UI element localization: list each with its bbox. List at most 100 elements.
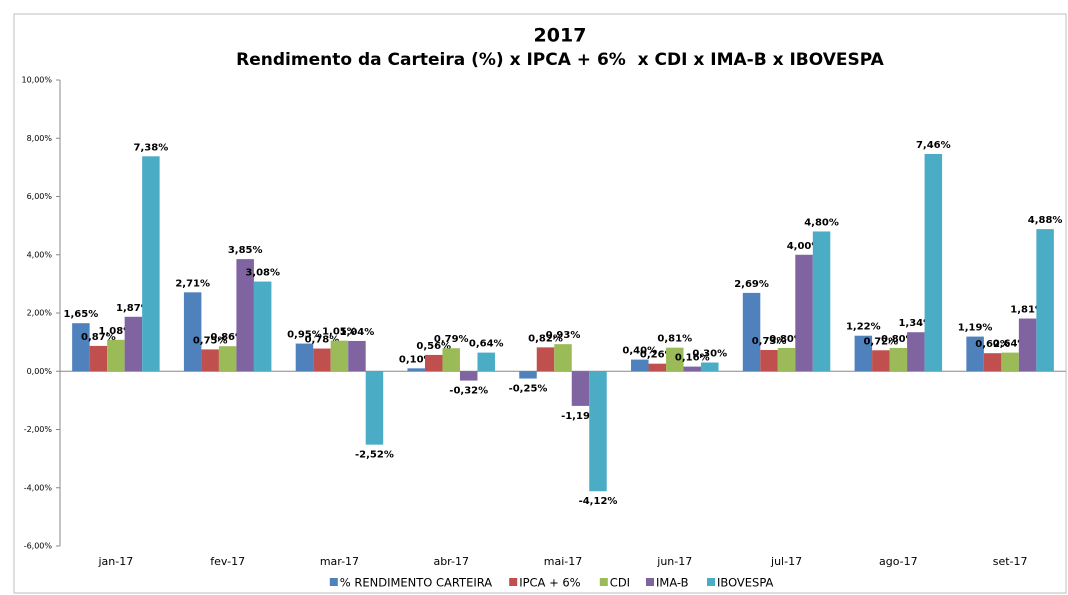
value-label: 1,19% xyxy=(958,323,993,334)
value-label: 2,71% xyxy=(175,278,210,289)
chart-subtitle: Rendimento da Carteira (%) x IPCA + 6% x… xyxy=(236,50,885,70)
bar xyxy=(107,339,125,372)
bar xyxy=(442,348,460,372)
bar xyxy=(459,371,478,381)
legend-label: IBOVESPA xyxy=(717,576,774,590)
value-label: 3,08% xyxy=(245,268,280,279)
chart-title: 2017 xyxy=(534,25,587,47)
y-tick-label: 0,00% xyxy=(27,367,53,376)
value-label: 1,05% xyxy=(322,327,357,338)
value-label: 0,62% xyxy=(975,339,1010,350)
bar xyxy=(742,292,761,372)
value-label: 0,73% xyxy=(752,336,787,347)
value-label: 2,69% xyxy=(734,279,769,290)
value-label: 7,38% xyxy=(134,142,169,153)
y-tick-label: -6,00% xyxy=(24,542,53,551)
x-tick-label: mai-17 xyxy=(544,555,582,568)
y-tick-label: 10,00% xyxy=(21,76,52,85)
value-label: 0,72% xyxy=(863,336,898,347)
y-tick-label: 8,00% xyxy=(27,134,53,143)
y-tick-label: -2,00% xyxy=(24,425,53,434)
bar xyxy=(795,254,813,372)
value-label: 0,86% xyxy=(210,332,245,343)
x-tick-label: jul-17 xyxy=(770,555,802,568)
bar xyxy=(1018,318,1037,372)
value-label: -1,19% xyxy=(561,411,600,422)
x-tick-label: ago-17 xyxy=(879,555,918,568)
value-label: 1,81% xyxy=(1010,305,1045,316)
y-tick-label: 6,00% xyxy=(27,192,53,201)
bar xyxy=(872,350,890,372)
bar xyxy=(889,347,908,372)
value-label: 1,22% xyxy=(846,322,881,333)
legend-swatch xyxy=(509,578,518,586)
value-label: 0,64% xyxy=(993,339,1028,350)
bar xyxy=(72,323,90,372)
bar xyxy=(666,347,684,372)
bar xyxy=(536,347,555,372)
bar xyxy=(854,335,873,372)
value-label: 0,64% xyxy=(469,339,504,350)
bar xyxy=(142,156,160,372)
value-label: -0,25% xyxy=(509,384,548,395)
value-label: 7,46% xyxy=(916,140,951,151)
value-label: 1,65% xyxy=(64,309,99,320)
bar xyxy=(1036,229,1054,372)
bar xyxy=(571,371,590,406)
bar xyxy=(777,347,796,372)
bar xyxy=(701,362,719,372)
bar xyxy=(330,340,349,372)
y-tick-label: -4,00% xyxy=(24,483,53,492)
legend-label: IMA-B xyxy=(656,576,689,590)
value-label: 0,87% xyxy=(81,332,116,343)
bar xyxy=(966,336,984,372)
x-tick-label: mar-17 xyxy=(320,555,359,568)
bar xyxy=(201,349,219,372)
bar xyxy=(236,259,254,372)
bar xyxy=(983,353,1002,372)
value-label: 0,40% xyxy=(622,346,657,357)
bar xyxy=(218,346,237,372)
bar xyxy=(407,368,425,372)
value-label: 0,10% xyxy=(399,354,434,365)
legend-label: % RENDIMENTO CARTEIRA xyxy=(340,576,492,590)
value-label: 0,26% xyxy=(640,350,675,361)
bar xyxy=(760,349,778,372)
bar xyxy=(424,354,443,372)
value-label: 1,04% xyxy=(340,327,375,338)
value-label: 0,82% xyxy=(528,333,563,344)
bar xyxy=(295,343,314,372)
legend-label: IPCA + 6% xyxy=(519,576,580,590)
value-label: 0,79% xyxy=(434,334,469,345)
bar xyxy=(812,231,831,372)
value-label: 0,30% xyxy=(692,349,727,360)
value-label: 1,08% xyxy=(99,326,134,337)
bar xyxy=(554,344,572,372)
x-tick-label: jan-17 xyxy=(98,555,134,568)
value-label: 0,80% xyxy=(769,334,804,345)
value-label: 3,85% xyxy=(228,245,263,256)
legend-swatch xyxy=(707,578,715,586)
bar xyxy=(477,352,495,372)
bar xyxy=(924,153,943,372)
value-label: 0,95% xyxy=(287,330,322,341)
value-label: -0,32% xyxy=(449,386,488,397)
value-label: -4,12% xyxy=(579,496,618,507)
bar xyxy=(907,332,925,372)
bar xyxy=(589,371,607,492)
value-label: 1,34% xyxy=(898,318,933,329)
value-label: 0,93% xyxy=(546,330,581,341)
y-tick-label: 4,00% xyxy=(27,250,53,259)
bar xyxy=(1001,352,1019,372)
bar xyxy=(124,316,143,372)
value-label: 0,78% xyxy=(305,335,340,346)
bar xyxy=(683,366,702,372)
bar xyxy=(89,345,108,372)
y-tick-label: 2,00% xyxy=(27,309,53,318)
bar xyxy=(519,371,537,379)
legend-swatch xyxy=(329,578,338,586)
bar xyxy=(183,292,202,372)
value-label: 1,87% xyxy=(116,303,151,314)
bar xyxy=(253,281,272,372)
